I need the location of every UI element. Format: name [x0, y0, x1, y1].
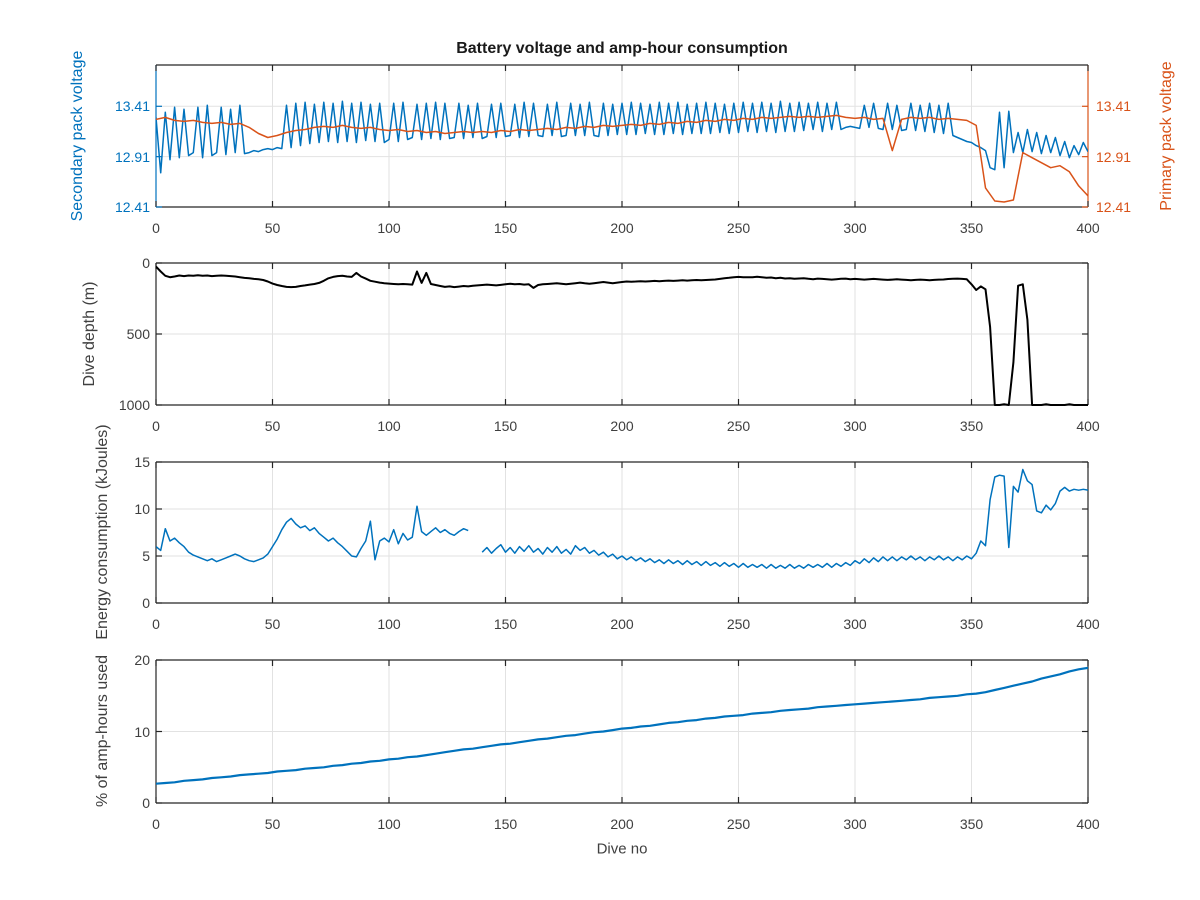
x-tick-label: 150 — [493, 816, 518, 832]
x-tick-label: 300 — [843, 616, 867, 632]
x-tick-label: 300 — [843, 418, 867, 434]
x-tick-label: 250 — [726, 616, 751, 632]
subplot-voltage — [155, 64, 1089, 208]
primary-voltage-axis-label: Primary pack voltage — [1158, 61, 1175, 211]
x-tick-label: 300 — [843, 816, 867, 832]
x-tick-label: 150 — [493, 220, 518, 236]
subplot-percent — [155, 659, 1089, 804]
y-tick-label: 15 — [134, 454, 150, 470]
x-tick-label: 100 — [377, 418, 401, 434]
x-tick-label: 400 — [1076, 418, 1100, 434]
x-tick-label: 200 — [610, 816, 634, 832]
x-tick-label: 400 — [1076, 816, 1100, 832]
y-tick-label: 12.41 — [114, 199, 150, 215]
y-tick-label: 13.41 — [1096, 98, 1132, 115]
x-tick-label: 100 — [377, 616, 401, 632]
x-tick-label: 400 — [1076, 616, 1100, 632]
y-tick-label: 0 — [142, 795, 150, 811]
x-tick-label: 0 — [152, 816, 160, 832]
secondary-voltage-axis-label: Secondary pack voltage — [69, 50, 86, 222]
series-percent-amp-hours-used — [156, 666, 1088, 785]
x-tick-label: 100 — [377, 816, 401, 832]
subplot-depth — [155, 262, 1089, 406]
x-tick-label: 50 — [264, 616, 281, 632]
x-axis-label: Dive no — [596, 840, 648, 858]
x-tick-label: 400 — [1076, 220, 1100, 236]
x-tick-label: 150 — [493, 418, 518, 434]
x-tick-label: 50 — [264, 220, 281, 236]
y-tick-label: 500 — [126, 326, 150, 342]
x-tick-label: 50 — [264, 816, 281, 832]
x-tick-label: 350 — [959, 816, 984, 832]
y-tick-label: 5 — [142, 548, 150, 564]
x-tick-label: 250 — [726, 220, 751, 236]
series-dive-depth — [156, 265, 1088, 406]
x-tick-label: 0 — [152, 220, 160, 236]
x-tick-label: 200 — [610, 616, 634, 632]
x-tick-label: 350 — [959, 616, 984, 632]
x-tick-label: 0 — [152, 418, 160, 434]
subplot-energy — [155, 461, 1089, 604]
series-energy-consumption — [156, 468, 1088, 569]
x-tick-label: 100 — [377, 220, 401, 236]
series-primary-pack-voltage — [156, 114, 1088, 203]
x-tick-label: 200 — [610, 220, 634, 236]
y-tick-label: 12.41 — [1096, 199, 1132, 215]
y-tick-label: 10 — [134, 501, 150, 517]
x-tick-label: 50 — [264, 418, 281, 434]
y-tick-label: 20 — [134, 652, 150, 668]
y-tick-label: 13.41 — [114, 98, 150, 115]
figure-title: Battery voltage and amp-hour consumption — [456, 40, 788, 57]
x-tick-label: 150 — [493, 616, 518, 632]
y-tick-label: 0 — [142, 255, 150, 271]
y-tick-label: 1000 — [118, 397, 150, 413]
x-tick-label: 250 — [726, 418, 751, 434]
y-tick-label: 12.91 — [114, 148, 150, 165]
x-tick-label: 0 — [152, 616, 160, 632]
x-tick-label: 350 — [959, 418, 984, 434]
y-tick-label: 0 — [142, 595, 150, 611]
y-tick-label: 12.91 — [1096, 148, 1132, 165]
x-tick-label: 300 — [843, 220, 867, 236]
y-tick-label: 10 — [134, 723, 150, 740]
x-tick-label: 250 — [726, 816, 751, 832]
x-tick-label: 350 — [959, 220, 984, 236]
x-tick-label: 200 — [610, 418, 634, 434]
series-secondary-pack-voltage — [156, 100, 1088, 174]
